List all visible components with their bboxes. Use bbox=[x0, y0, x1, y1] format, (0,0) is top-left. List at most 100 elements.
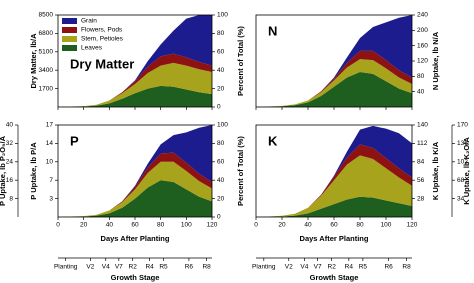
stage-label: V7 bbox=[314, 264, 322, 271]
y-axis-label: K Uptake, lb K₂O/A bbox=[462, 137, 471, 205]
y-axis-label: P Uptake, lb P₂O₅/A bbox=[0, 135, 7, 206]
x-tick-label: 120 bbox=[407, 222, 418, 229]
x-tick-label: 100 bbox=[181, 222, 192, 229]
x-tick-label: 80 bbox=[157, 222, 165, 229]
stage-label: R5 bbox=[359, 264, 368, 271]
stage-label: R8 bbox=[202, 264, 211, 271]
x-tick-label: 20 bbox=[80, 222, 88, 229]
legend-label: Flowers, Pods bbox=[81, 27, 123, 34]
y-tick-label: 120 bbox=[417, 58, 428, 65]
y-tick-label: 100 bbox=[217, 12, 228, 19]
y-tick-label: 1700 bbox=[39, 85, 54, 92]
y-axis-label: Percent of Total (%) bbox=[236, 26, 245, 96]
x-axis-label: Days After Planting bbox=[101, 234, 170, 243]
stage-label: R8 bbox=[402, 264, 411, 271]
stage-label: Planting bbox=[252, 264, 276, 271]
stage-axis-label: Growth Stage bbox=[310, 273, 359, 282]
y-tick-label: 60 bbox=[217, 49, 225, 56]
y-tick-label: 80 bbox=[217, 30, 225, 37]
y-tick-label: 17 bbox=[46, 122, 54, 129]
legend-label: Leaves bbox=[81, 45, 103, 52]
panel-title: P bbox=[70, 133, 79, 148]
area-layer bbox=[256, 59, 412, 107]
area-layer bbox=[256, 72, 412, 107]
x-tick-label: 80 bbox=[356, 222, 364, 229]
stage-label: V4 bbox=[300, 264, 308, 271]
y-tick-label: 240 bbox=[417, 12, 428, 19]
stage-label: R4 bbox=[145, 264, 154, 271]
y-tick-label: 28 bbox=[417, 195, 425, 202]
area-layer bbox=[58, 85, 212, 107]
y-tick-label: 3 bbox=[49, 195, 53, 202]
y-tick-label: 136 bbox=[457, 140, 468, 147]
y-tick-label: 40 bbox=[417, 88, 425, 95]
y-tick-label: 7 bbox=[49, 177, 53, 184]
legend-swatch bbox=[62, 27, 77, 33]
panel-title: Dry Matter bbox=[70, 56, 134, 71]
x-tick-label: 20 bbox=[278, 222, 286, 229]
panel-title: N bbox=[268, 23, 277, 38]
stage-label: R4 bbox=[345, 264, 354, 271]
y-tick-label: 140 bbox=[417, 122, 428, 129]
x-tick-label: 100 bbox=[381, 222, 392, 229]
stage-label: R6 bbox=[185, 264, 194, 271]
x-tick-label: 120 bbox=[207, 222, 218, 229]
y-axis-label: Dry Matter, lb/A bbox=[29, 33, 38, 89]
y-tick-label: 16 bbox=[6, 177, 14, 184]
y-tick-label: 200 bbox=[417, 27, 428, 34]
y-tick-label: 60 bbox=[217, 159, 225, 166]
x-tick-label: 40 bbox=[106, 222, 114, 229]
stage-label: R2 bbox=[328, 264, 337, 271]
y-tick-label: 3400 bbox=[39, 67, 54, 74]
area-layer bbox=[256, 15, 412, 107]
y-tick-label: 80 bbox=[217, 140, 225, 147]
y-tick-label: 84 bbox=[417, 159, 425, 166]
y-tick-label: 68 bbox=[457, 177, 465, 184]
y-tick-label: 102 bbox=[457, 159, 468, 166]
y-tick-label: 56 bbox=[417, 177, 425, 184]
y-tick-label: 160 bbox=[417, 42, 428, 49]
legend-swatch bbox=[62, 36, 77, 42]
x-tick-label: 60 bbox=[131, 222, 139, 229]
y-axis-label: N Uptake, lb N/A bbox=[431, 31, 440, 90]
y-tick-label: 112 bbox=[417, 140, 428, 147]
panel-title: K bbox=[268, 133, 278, 148]
x-axis-label: Days After Planting bbox=[300, 234, 369, 243]
stage-label: R2 bbox=[129, 264, 138, 271]
y-tick-label: 0 bbox=[217, 214, 221, 221]
area-layer bbox=[256, 50, 412, 107]
legend-swatch bbox=[62, 18, 77, 24]
area-layer bbox=[256, 155, 412, 217]
x-tick-label: 40 bbox=[304, 222, 312, 229]
y-axis-label: K Uptake, lb K/A bbox=[431, 141, 440, 200]
y-tick-label: 20 bbox=[217, 195, 225, 202]
stage-label: Planting bbox=[54, 264, 78, 271]
y-axis-label: Percent of Total (%) bbox=[236, 136, 245, 206]
area-layer bbox=[256, 125, 412, 217]
y-tick-label: 14 bbox=[46, 140, 54, 147]
y-tick-label: 6800 bbox=[39, 30, 54, 37]
y-tick-label: 34 bbox=[457, 195, 465, 202]
legend-label: Grain bbox=[81, 18, 97, 25]
stage-label: V2 bbox=[86, 264, 94, 271]
area-layer bbox=[58, 62, 212, 107]
x-tick-label: 0 bbox=[56, 222, 60, 229]
stage-label: V4 bbox=[102, 264, 110, 271]
stage-label: V7 bbox=[115, 264, 123, 271]
stage-label: V2 bbox=[285, 264, 293, 271]
y-tick-label: 32 bbox=[6, 140, 14, 147]
area-layer bbox=[256, 196, 412, 217]
stage-label: R5 bbox=[159, 264, 168, 271]
y-tick-label: 40 bbox=[217, 177, 225, 184]
y-tick-label: 80 bbox=[417, 73, 425, 80]
x-tick-label: 60 bbox=[330, 222, 338, 229]
y-tick-label: 24 bbox=[6, 159, 14, 166]
y-tick-label: 40 bbox=[217, 67, 225, 74]
y-tick-label: 0 bbox=[217, 104, 221, 111]
y-tick-label: 10 bbox=[46, 158, 54, 165]
y-tick-label: 100 bbox=[217, 122, 228, 129]
x-tick-label: 0 bbox=[254, 222, 258, 229]
area-layer bbox=[58, 125, 212, 217]
stage-axis-label: Growth Stage bbox=[111, 273, 160, 282]
